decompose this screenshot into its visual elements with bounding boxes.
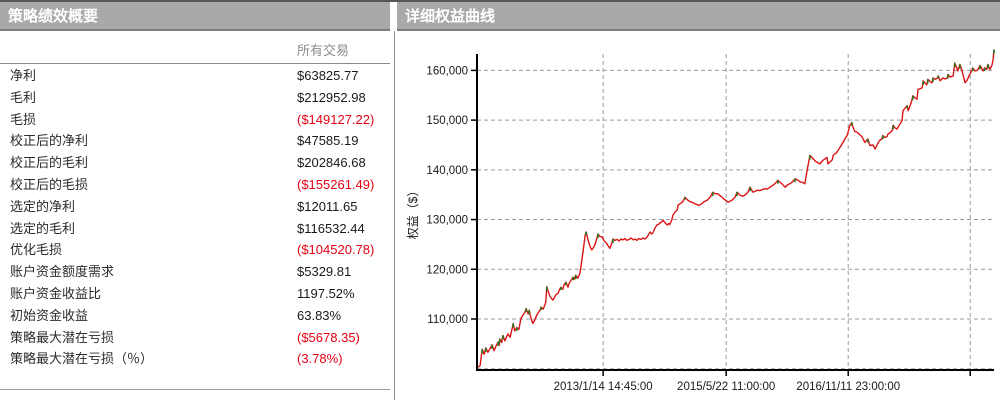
table-row: 毛利 $212952.98 [0, 87, 390, 109]
metric-label: 初始资金收益 [10, 307, 89, 323]
metric-label: 毛损 [10, 111, 37, 127]
equity-curve-chart: 110,000 120,000 130,000 140,000 150,000 160,0… [397, 33, 1000, 400]
svg-text:160,000: 160,000 [426, 65, 468, 77]
metric-value: ($149127.22) [297, 111, 375, 127]
metric-label: 优化毛损 [10, 242, 63, 258]
table-row: 账户资金收益比 1197.52% [0, 283, 390, 305]
table-row: 优化毛损 ($104520.78) [0, 239, 390, 261]
svg-text:权益（$）: 权益（$） [406, 185, 420, 240]
metric-value: $212952.98 [297, 89, 366, 105]
equity-panel-title: 详细权益曲线 [397, 2, 1000, 31]
svg-text:130,000: 130,000 [426, 215, 468, 227]
panel-divider [394, 31, 395, 400]
metric-label: 策略最大潜在亏损 [10, 329, 115, 345]
table-row: 净利 $63825.77 [0, 65, 390, 87]
metric-label: 毛利 [10, 89, 37, 105]
metric-label: 账户资金额度需求 [10, 264, 115, 280]
svg-text:2013/1/14 14:45:00: 2013/1/14 14:45:00 [554, 381, 653, 393]
metric-value: $202846.68 [297, 155, 366, 171]
metric-value: 63.83% [297, 307, 342, 323]
table-row: 选定的净利 $12011.65 [0, 196, 390, 218]
summary-table: 净利 $63825.77 毛利 $212952.98 毛损 ($149127.22) 校正后… [0, 65, 390, 370]
metric-label: 校正后的毛损 [10, 176, 89, 192]
metric-value: 1197.52% [297, 285, 355, 301]
metric-value: $5329.81 [297, 264, 352, 280]
svg-text:120,000: 120,000 [426, 264, 468, 276]
metric-value: $12011.65 [297, 198, 358, 214]
metric-value: $116532.44 [297, 220, 365, 236]
table-row: 校正后的毛利 $202846.68 [0, 152, 390, 174]
metric-label: 选定的净利 [10, 198, 76, 214]
metric-label: 校正后的净利 [10, 133, 89, 149]
summary-panel-title: 策略绩效概要 [0, 2, 390, 31]
metric-value: $63825.77 [297, 68, 359, 83]
table-row: 毛损 ($149127.22) [0, 109, 390, 131]
table-row: 校正后的毛损 ($155261.49) [0, 174, 390, 196]
table-row: 账户资金额度需求 $5329.81 [0, 261, 390, 283]
metric-label: 选定的毛利 [10, 220, 76, 236]
equity-curve-plot: 110,000 120,000 130,000 140,000 150,000 160,0… [406, 49, 995, 393]
svg-text:110,000: 110,000 [427, 314, 468, 326]
metric-label: 净利 [10, 68, 37, 83]
equity-curve-panel: 详细权益曲线 110,000 120,000 130,000 140,000 150,0… [397, 2, 1000, 400]
svg-text:150,000: 150,000 [426, 115, 468, 127]
performance-summary-panel: 策略绩效概要 所有交易 净利 $63825.77 毛利 $212952.98 毛损 ($1… [0, 2, 390, 400]
table-row: 选定的毛利 $116532.44 [0, 218, 390, 240]
svg-text:2015/5/22 11:00:00: 2015/5/22 11:00:00 [677, 381, 775, 393]
svg-text:2016/11/11 23:00:00: 2016/11/11 23:00:00 [796, 381, 900, 393]
metric-value: ($5678.35) [297, 329, 360, 345]
metric-value: (3.78%) [297, 351, 343, 367]
summary-column-header-row: 所有交易 [0, 33, 390, 64]
table-row: 初始资金收益 63.83% [0, 305, 390, 327]
metric-value: $47585.19 [297, 133, 359, 149]
metric-value: ($104520.78) [297, 242, 375, 258]
metric-label: 校正后的毛利 [10, 155, 89, 171]
table-row: 校正后的净利 $47585.19 [0, 130, 390, 152]
table-row: 策略最大潜在亏损 ($5678.35) [0, 327, 390, 349]
summary-table-bottom-border [0, 389, 390, 390]
all-trades-column-header: 所有交易 [297, 43, 350, 58]
metric-label: 策略最大潜在亏损（％） [10, 351, 154, 367]
table-row: 策略最大潜在亏损（％） (3.78%) [0, 348, 390, 370]
metric-label: 账户资金收益比 [10, 285, 102, 301]
metric-value: ($155261.49) [297, 176, 375, 192]
svg-text:140,000: 140,000 [426, 165, 468, 177]
